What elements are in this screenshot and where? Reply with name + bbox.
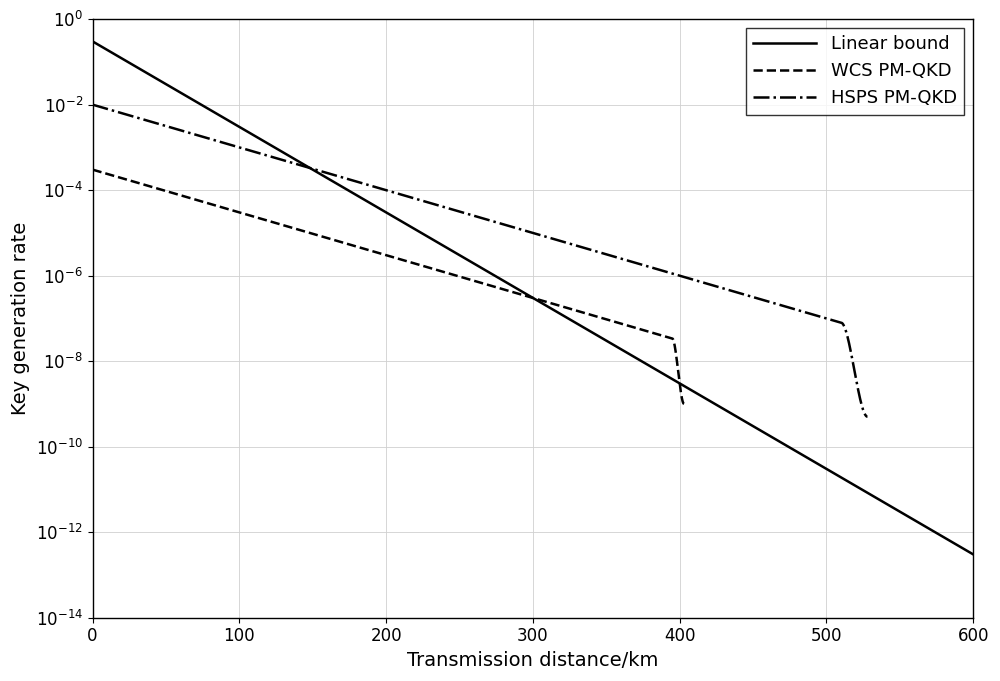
WCS PM-QKD <box>87 165 99 174</box>
Linear bound <box>941 535 953 543</box>
HSPS PM-QKD <box>837 321 849 329</box>
HSPS PM-QKD <box>87 101 99 109</box>
Linear bound <box>491 273 503 281</box>
WCS PM-QKD <box>100 170 112 178</box>
HSPS PM-QKD <box>569 241 581 249</box>
WCS PM-QKD <box>475 279 487 287</box>
Legend: Linear bound, WCS PM-QKD, HSPS PM-QKD: Linear bound, WCS PM-QKD, HSPS PM-QKD <box>746 28 964 114</box>
Linear bound <box>87 37 99 46</box>
Line: WCS PM-QKD: WCS PM-QKD <box>93 170 684 404</box>
Linear bound <box>967 550 979 558</box>
Line: HSPS PM-QKD: HSPS PM-QKD <box>93 105 867 417</box>
Line: Linear bound: Linear bound <box>93 42 973 554</box>
HSPS PM-QKD <box>190 131 202 139</box>
WCS PM-QKD <box>678 400 690 408</box>
X-axis label: Transmission distance/km: Transmission distance/km <box>407 651 659 670</box>
HSPS PM-QKD <box>323 170 335 178</box>
HSPS PM-QKD <box>861 413 873 421</box>
WCS PM-QKD <box>91 167 103 175</box>
Y-axis label: Key generation rate: Key generation rate <box>11 222 30 415</box>
Linear bound <box>515 287 527 295</box>
Linear bound <box>131 63 143 72</box>
Linear bound <box>942 535 954 543</box>
WCS PM-QKD <box>444 270 456 278</box>
WCS PM-QKD <box>648 329 660 337</box>
HSPS PM-QKD <box>173 126 185 134</box>
Linear bound <box>780 441 792 449</box>
HSPS PM-QKD <box>448 206 460 214</box>
WCS PM-QKD <box>367 247 379 255</box>
